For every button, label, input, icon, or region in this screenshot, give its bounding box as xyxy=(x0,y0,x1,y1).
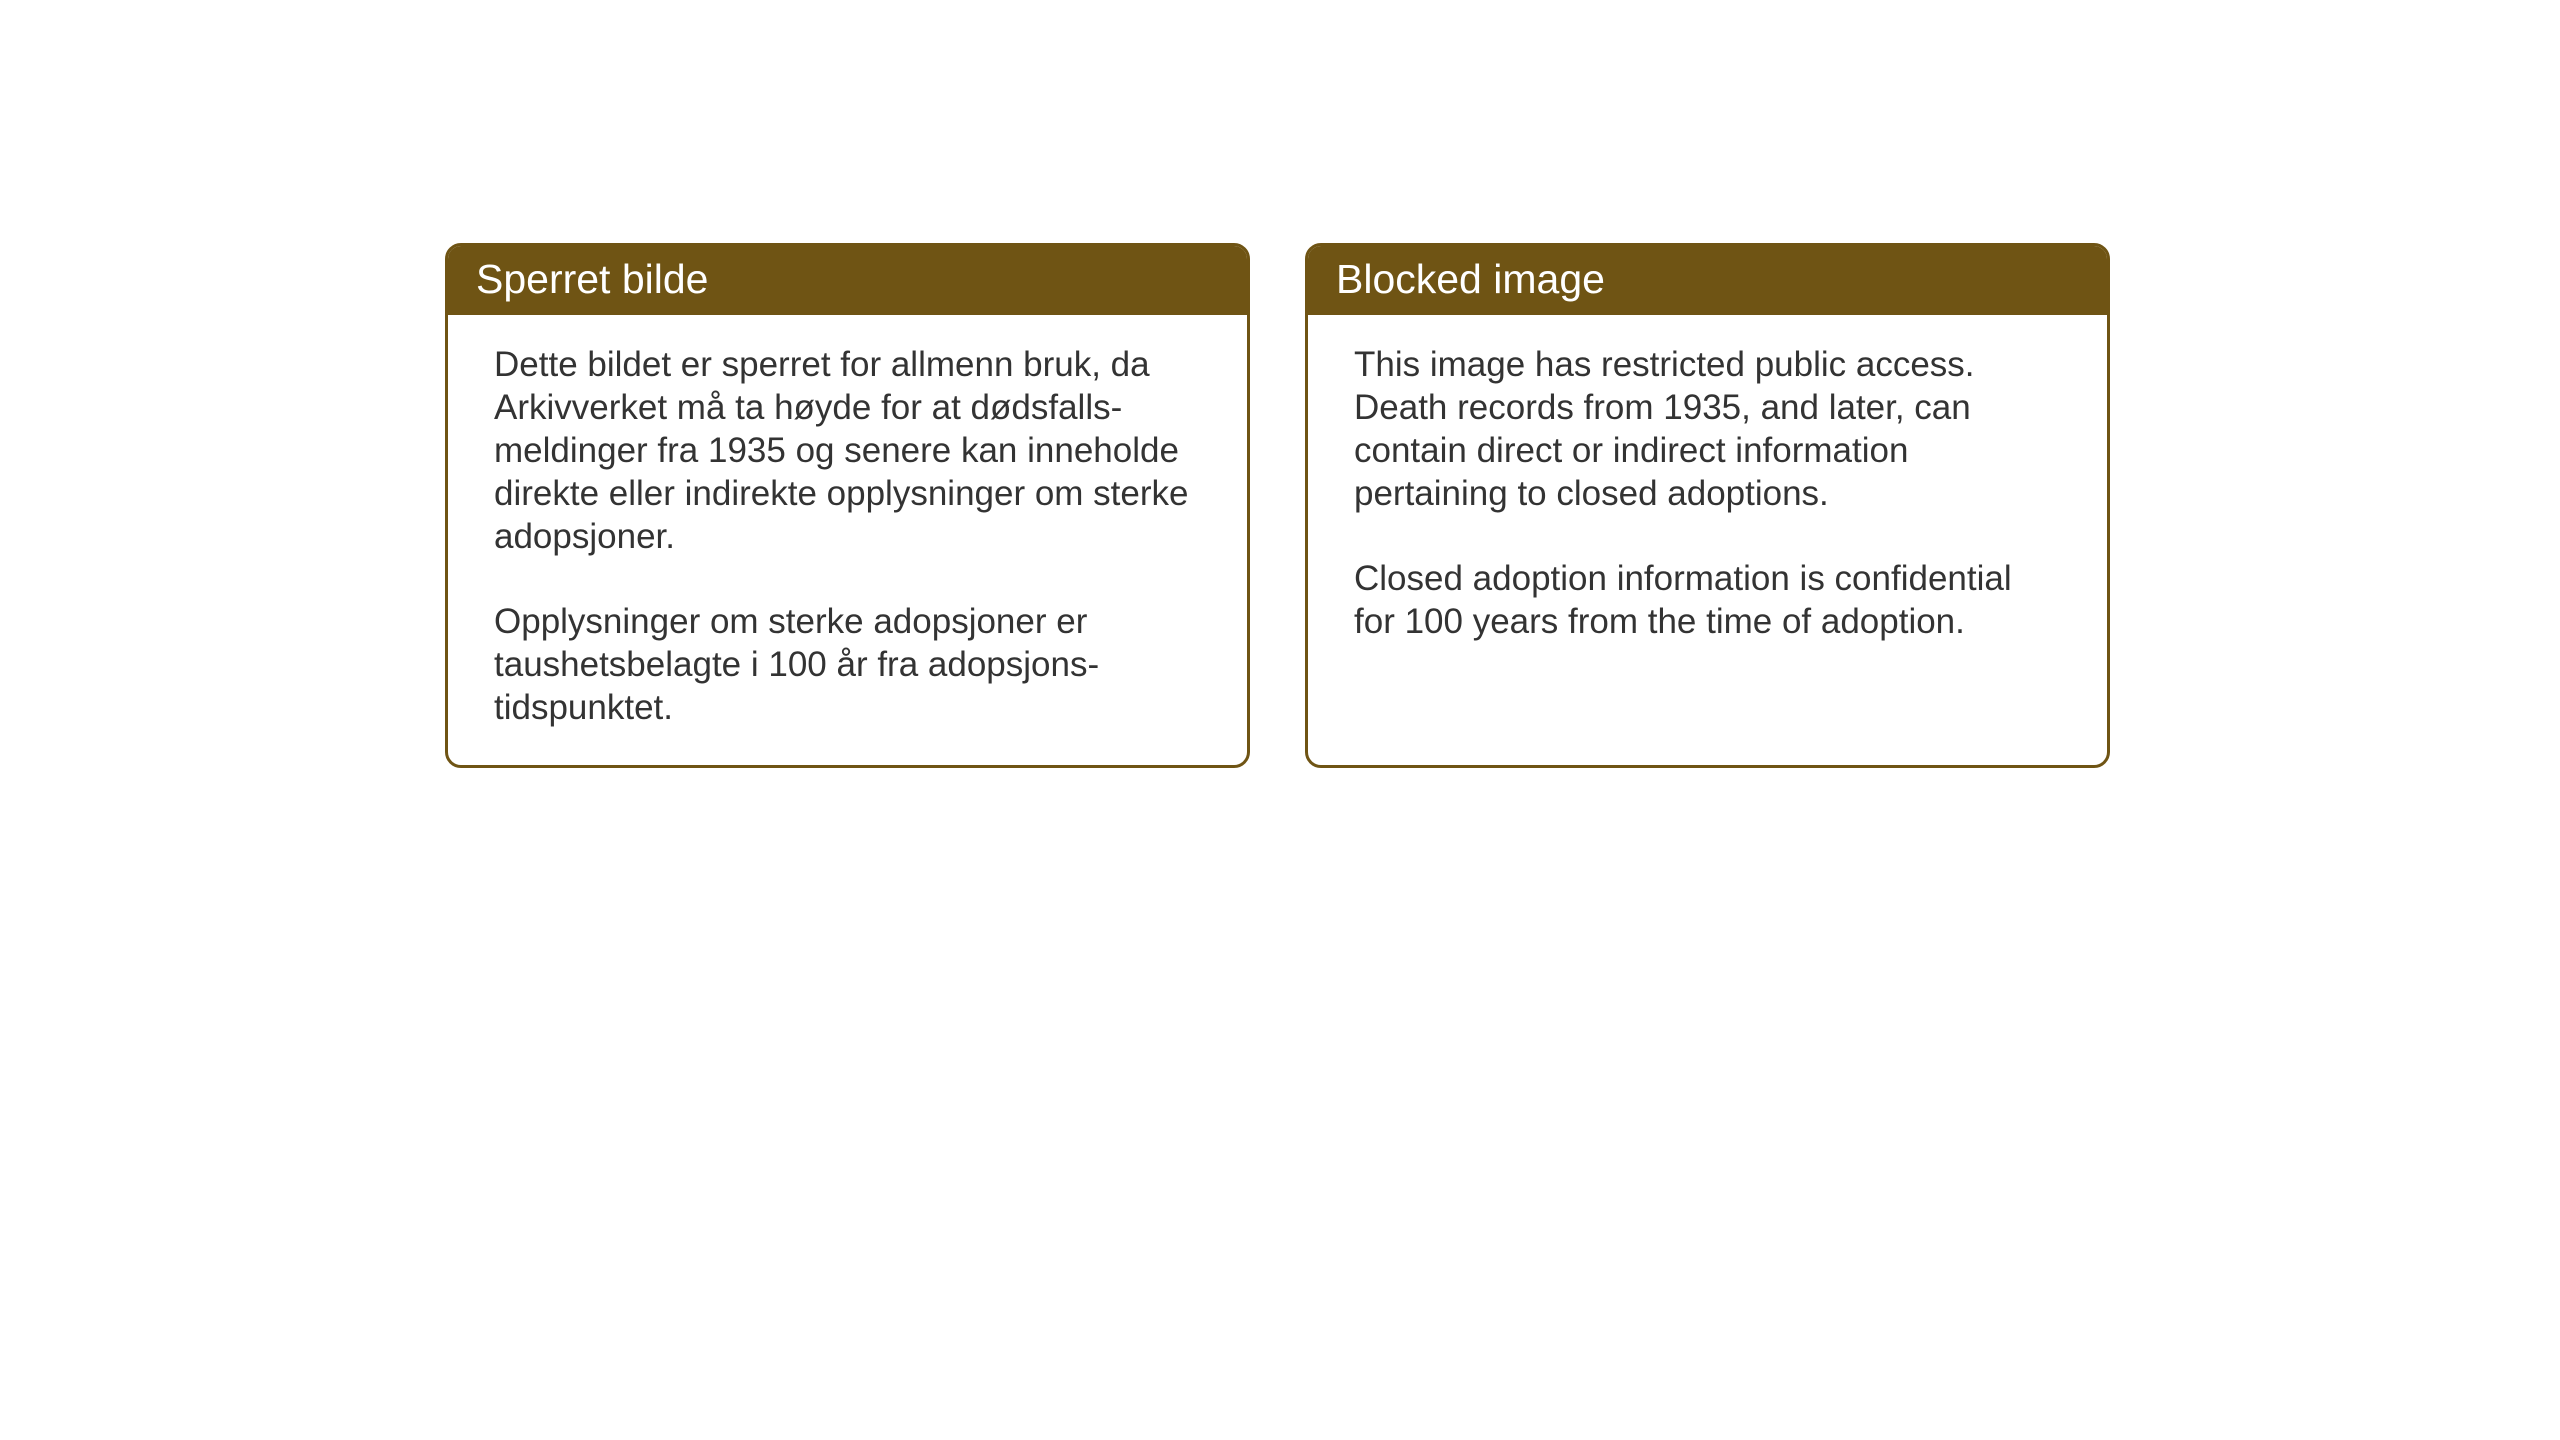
card-paragraph-1-english: This image has restricted public access.… xyxy=(1354,343,2061,515)
card-header-english: Blocked image xyxy=(1308,246,2107,315)
notice-container: Sperret bilde Dette bildet er sperret fo… xyxy=(445,243,2110,768)
card-body-english: This image has restricted public access.… xyxy=(1308,315,2107,679)
card-paragraph-2-english: Closed adoption information is confident… xyxy=(1354,557,2061,643)
card-title-english: Blocked image xyxy=(1336,256,1605,302)
card-paragraph-2-norwegian: Opplysninger om sterke adopsjoner er tau… xyxy=(494,600,1201,729)
card-title-norwegian: Sperret bilde xyxy=(476,256,708,302)
notice-card-norwegian: Sperret bilde Dette bildet er sperret fo… xyxy=(445,243,1250,768)
notice-card-english: Blocked image This image has restricted … xyxy=(1305,243,2110,768)
card-body-norwegian: Dette bildet er sperret for allmenn bruk… xyxy=(448,315,1247,765)
card-paragraph-1-norwegian: Dette bildet er sperret for allmenn bruk… xyxy=(494,343,1201,558)
card-header-norwegian: Sperret bilde xyxy=(448,246,1247,315)
